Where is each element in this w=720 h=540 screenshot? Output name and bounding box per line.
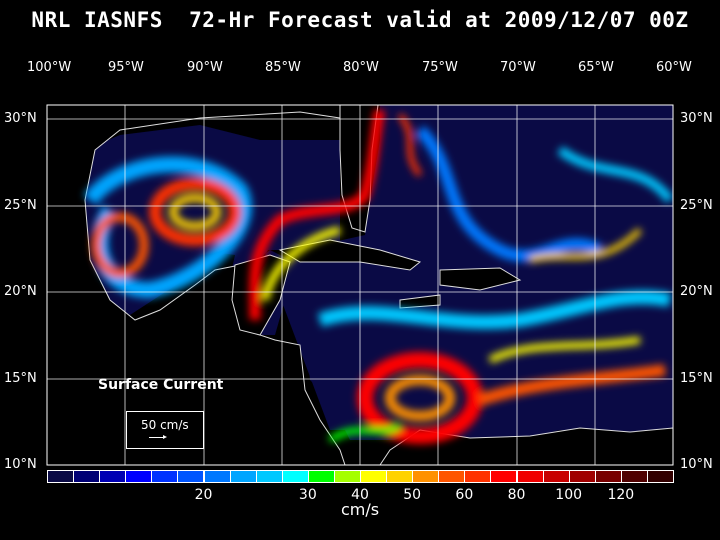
colorbar-swatch [255,470,283,483]
colorbar-units: cm/s [340,500,380,519]
lat-label-right: 25°N [680,198,713,213]
scale-label: 50 cm/s [141,418,189,432]
lat-lon-grid [47,105,673,465]
colorbar-tick-label: 120 [607,487,635,503]
lat-label-left: 15°N [4,371,37,386]
lat-label-right: 20°N [680,284,713,299]
lon-label: 100°W [27,60,72,75]
colorbar-tick-label: 50 [403,487,422,503]
lon-label: 70°W [500,60,536,75]
lat-label-left: 30°N [4,111,37,126]
colorbar-swatch [464,470,492,483]
colorbar-tick-label: 30 [298,487,317,503]
scale-arrow-icon [149,435,167,439]
colorbar-tick-label: 80 [507,487,526,503]
colorbar-swatch [490,470,518,483]
lat-label-right: 15°N [680,371,713,386]
map-title: NRL IASNFS 72-Hr Forecast valid at 2009/… [31,8,689,32]
colorbar-tick-label: 20 [194,487,213,503]
colorbar-swatch [438,470,466,483]
lon-label: 95°W [108,60,144,75]
colorbar-swatch [333,470,361,483]
colorbar-swatch [646,470,674,483]
colorbar-swatch [568,470,596,483]
map-frame [46,104,674,466]
scale-vector-box: 50 cm/s [126,411,204,449]
lon-label: 90°W [187,60,223,75]
colorbar-swatch [203,470,231,483]
current-features [83,108,673,444]
lat-label-right: 10°N [680,457,713,472]
colorbar-tick-label: 40 [351,487,369,503]
colorbar-swatch [594,470,622,483]
colorbar-swatch [229,470,257,483]
colorbar-swatch [151,470,179,483]
colorbar-swatch [125,470,153,483]
lat-label-left: 10°N [4,457,37,472]
lat-label-left: 25°N [4,198,37,213]
legend-title: Surface Current [98,377,224,393]
lat-label-right: 30°N [680,111,713,126]
colorbar-swatch [177,470,205,483]
colorbar-tick-label: 60 [455,487,474,503]
colorbar-swatch [307,470,335,483]
colorbar-swatch [542,470,570,483]
lon-label: 75°W [422,60,458,75]
colorbar-swatch [73,470,101,483]
colorbar-swatch [47,470,75,483]
colorbar-swatch [281,470,309,483]
lon-label: 65°W [578,60,614,75]
lat-label-left: 20°N [4,284,37,299]
colorbar-swatch [412,470,440,483]
lon-label: 80°W [343,60,379,75]
lon-label: 60°W [656,60,692,75]
colorbar-swatch [99,470,127,483]
colorbar-tick-label: 100 [555,487,583,503]
colorbar-swatch [360,470,388,483]
lon-label: 85°W [265,60,301,75]
colorbar-swatch [620,470,648,483]
colorbar-swatch [516,470,544,483]
colorbar-swatch [386,470,414,483]
